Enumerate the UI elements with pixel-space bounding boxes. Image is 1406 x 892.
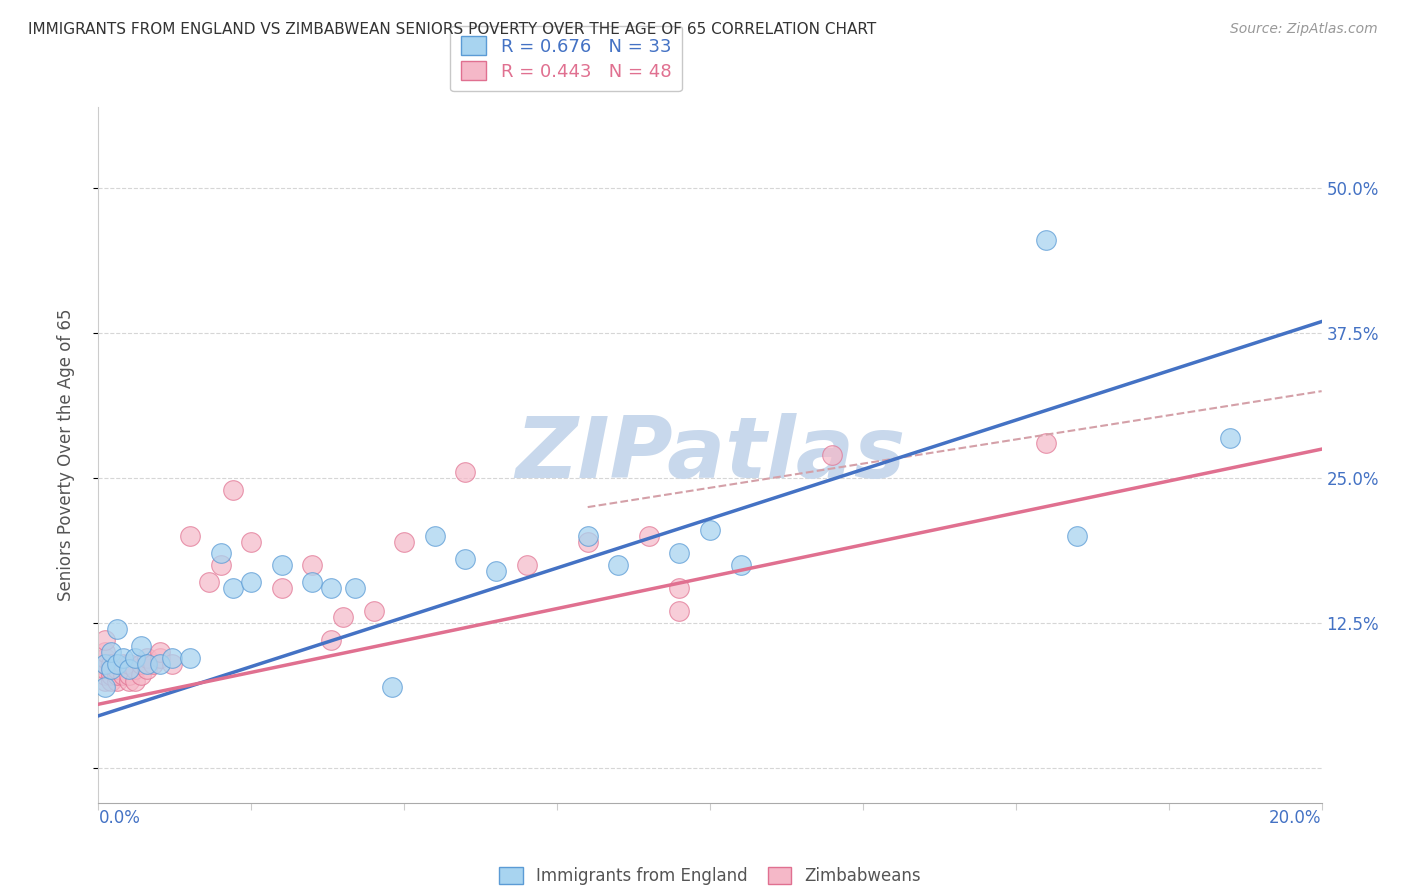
Point bbox=[105, 662, 128, 676]
Point bbox=[93, 662, 115, 676]
Point bbox=[179, 529, 201, 543]
Point bbox=[423, 529, 446, 543]
Point bbox=[136, 651, 159, 665]
Point bbox=[1035, 233, 1057, 247]
Point bbox=[209, 558, 232, 573]
Point bbox=[100, 657, 122, 671]
Point bbox=[93, 674, 115, 689]
Text: IMMIGRANTS FROM ENGLAND VS ZIMBABWEAN SENIORS POVERTY OVER THE AGE OF 65 CORRELA: IMMIGRANTS FROM ENGLAND VS ZIMBABWEAN SE… bbox=[28, 22, 876, 37]
Text: 20.0%: 20.0% bbox=[1270, 808, 1322, 827]
Point bbox=[160, 657, 183, 671]
Point bbox=[1035, 436, 1057, 450]
Point bbox=[332, 610, 354, 624]
Point bbox=[142, 657, 165, 671]
Y-axis label: Seniors Poverty Over the Age of 65: Seniors Poverty Over the Age of 65 bbox=[56, 309, 75, 601]
Point bbox=[118, 668, 141, 682]
Point bbox=[111, 651, 134, 665]
Point bbox=[124, 651, 146, 665]
Point bbox=[1066, 529, 1088, 543]
Point bbox=[136, 657, 159, 671]
Point bbox=[222, 483, 245, 497]
Point bbox=[118, 674, 141, 689]
Point bbox=[100, 662, 122, 676]
Point bbox=[93, 657, 115, 671]
Point bbox=[270, 558, 292, 573]
Point bbox=[111, 657, 134, 671]
Point bbox=[93, 651, 115, 665]
Point bbox=[129, 668, 152, 682]
Point bbox=[111, 668, 134, 682]
Point bbox=[105, 668, 128, 682]
Point bbox=[454, 466, 477, 480]
Point bbox=[160, 651, 183, 665]
Point bbox=[607, 558, 630, 573]
Point bbox=[363, 605, 385, 619]
Point bbox=[301, 558, 323, 573]
Point bbox=[105, 657, 128, 671]
Point bbox=[100, 662, 122, 676]
Point bbox=[821, 448, 844, 462]
Point bbox=[240, 534, 263, 549]
Point bbox=[668, 546, 690, 561]
Legend: Immigrants from England, Zimbabweans: Immigrants from England, Zimbabweans bbox=[492, 861, 928, 892]
Point bbox=[118, 657, 141, 671]
Point bbox=[319, 582, 342, 596]
Point bbox=[381, 680, 404, 694]
Point bbox=[93, 668, 115, 682]
Point bbox=[668, 582, 690, 596]
Point bbox=[105, 674, 128, 689]
Point bbox=[240, 575, 263, 590]
Point bbox=[270, 582, 292, 596]
Point bbox=[222, 582, 245, 596]
Point bbox=[129, 657, 152, 671]
Point bbox=[576, 529, 599, 543]
Point bbox=[118, 662, 141, 676]
Point bbox=[149, 651, 172, 665]
Point bbox=[454, 552, 477, 566]
Point bbox=[93, 645, 115, 659]
Point bbox=[100, 674, 122, 689]
Point bbox=[344, 582, 367, 596]
Point bbox=[93, 680, 115, 694]
Text: 0.0%: 0.0% bbox=[98, 808, 141, 827]
Point bbox=[1219, 431, 1241, 445]
Point bbox=[209, 546, 232, 561]
Point bbox=[197, 575, 219, 590]
Point bbox=[124, 662, 146, 676]
Point bbox=[392, 534, 416, 549]
Point bbox=[668, 605, 690, 619]
Point bbox=[179, 651, 201, 665]
Point bbox=[129, 639, 152, 653]
Point bbox=[319, 633, 342, 648]
Point bbox=[699, 523, 721, 537]
Point bbox=[485, 564, 508, 578]
Point bbox=[516, 558, 538, 573]
Point bbox=[100, 645, 122, 659]
Point bbox=[93, 633, 115, 648]
Point bbox=[149, 657, 172, 671]
Point bbox=[100, 668, 122, 682]
Text: ZIPatlas: ZIPatlas bbox=[515, 413, 905, 497]
Point bbox=[637, 529, 661, 543]
Point bbox=[124, 674, 146, 689]
Point bbox=[93, 657, 115, 671]
Point bbox=[301, 575, 323, 590]
Point bbox=[730, 558, 752, 573]
Point bbox=[576, 534, 599, 549]
Point bbox=[105, 622, 128, 636]
Point bbox=[136, 662, 159, 676]
Point bbox=[149, 645, 172, 659]
Text: Source: ZipAtlas.com: Source: ZipAtlas.com bbox=[1230, 22, 1378, 37]
